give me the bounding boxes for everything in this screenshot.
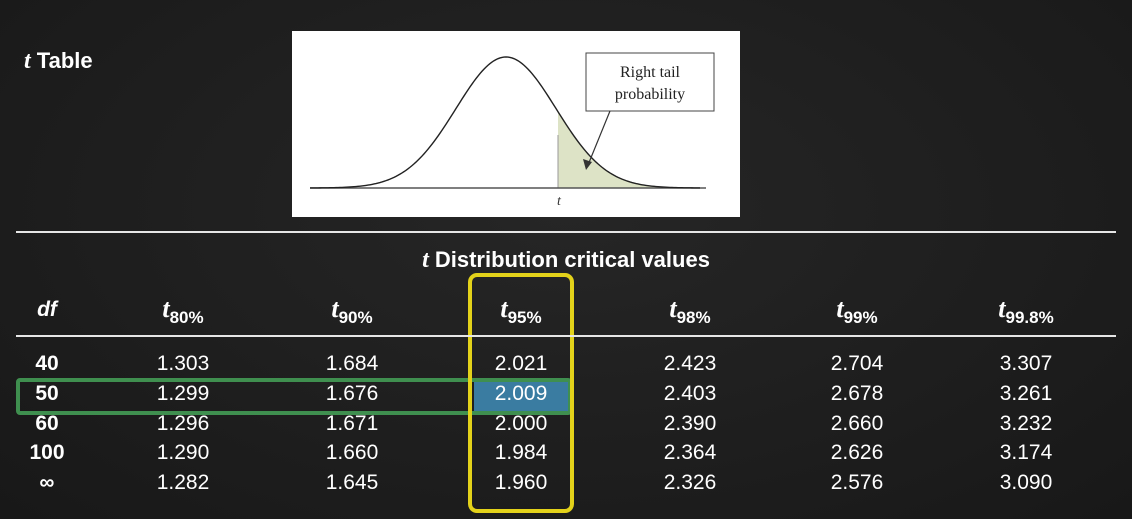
table-caption-text: Distribution critical values [434,247,710,272]
table-cell: 2.423 [663,352,717,375]
table-cell: 1.671 [325,412,379,435]
header-divider [16,335,1116,337]
table-cell: 2.626 [830,441,884,464]
column-header-df: df [37,298,57,321]
callout-line-2: probability [615,86,685,103]
column-header-symbol: t [162,294,170,323]
table-cell: 1.282 [156,471,210,494]
column-header-t99-8: t99.8% [998,294,1053,328]
table-cell: 2.660 [830,412,884,435]
table-cell: 3.307 [999,352,1053,375]
table-cell: 2.364 [663,441,717,464]
top-divider [16,231,1116,233]
table-cell: 2.390 [663,412,717,435]
highlighted-cell [474,379,568,412]
table-cell: 2.326 [663,471,717,494]
column-header-subscript: 95% [507,308,542,327]
column-highlight-frame [468,273,574,513]
table-cell: 3.232 [999,412,1053,435]
table-cell: 3.261 [999,382,1053,405]
t-distribution-figure: Right tail probability t [292,31,740,217]
page-title-text: Table [36,48,93,73]
column-header-t90: t90% [331,294,372,328]
callout-box [585,52,715,112]
page-title: t Table [24,48,93,75]
row-df-label: 60 [35,412,59,435]
column-header-subscript: 99.8% [1005,308,1054,327]
table-cell: 1.296 [156,412,210,435]
column-header-t98: t98% [669,294,710,328]
table-cell: 3.090 [999,471,1053,494]
t-distribution-illustration: Right tail probability t [309,52,715,209]
table-cell: 1.290 [156,441,210,464]
row-df-label: 100 [29,441,65,464]
callout-arrow-line [587,110,611,166]
table-cell: 2.678 [830,382,884,405]
table-cell: 3.174 [999,441,1053,464]
table-cell: 1.960 [494,471,548,494]
column-header-t95: t95% [500,294,541,328]
column-header-symbol: t [669,294,677,323]
right-tail-area [558,111,700,188]
callout-arrowhead-icon [583,159,592,170]
column-header-symbol: t [998,294,1006,323]
table-cell: 1.684 [325,352,379,375]
table-cell: 1.984 [494,441,548,464]
table-cell: 1.645 [325,471,379,494]
table-cell: 1.299 [156,382,210,405]
column-header-t80: t80% [162,294,203,328]
table-caption: t Distribution critical values [0,247,1132,274]
column-header-subscript: 99% [843,308,878,327]
column-header-subscript: 98% [676,308,711,327]
column-header-symbol: t [500,294,508,323]
column-header-subscript: 90% [338,308,373,327]
page-title-italic: t [24,48,31,74]
table-cell: 2.021 [494,352,548,375]
table-cell: 2.009 [494,382,548,405]
column-header-subscript: 80% [169,308,204,327]
table-caption-italic: t [422,247,429,273]
table-cell: 2.000 [494,412,548,435]
table-cell: 2.704 [830,352,884,375]
table-cell: 2.576 [830,471,884,494]
table-cell: 1.303 [156,352,210,375]
column-header-symbol: t [331,294,339,323]
column-header-t99: t99% [836,294,877,328]
row-df-label: 50 [35,382,59,405]
callout-line-1: Right tail [620,64,681,81]
table-cell: 1.660 [325,441,379,464]
row-df-label: ∞ [39,471,55,494]
table-cell: 1.676 [325,382,379,405]
density-curve [309,56,701,189]
table-cell: 2.403 [663,382,717,405]
axis-t-label: t [557,194,562,209]
row-df-label: 40 [35,352,59,375]
column-header-symbol: t [836,294,844,323]
